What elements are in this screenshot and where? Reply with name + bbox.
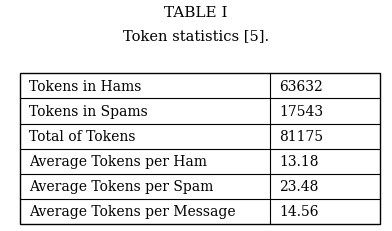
Text: 81175: 81175 xyxy=(279,130,323,143)
Text: Average Tokens per Ham: Average Tokens per Ham xyxy=(29,155,207,168)
Text: 23.48: 23.48 xyxy=(279,179,319,194)
Text: Average Tokens per Spam: Average Tokens per Spam xyxy=(29,179,213,194)
Bar xyxy=(20,74,380,224)
Text: TABLE I: TABLE I xyxy=(164,6,228,20)
Text: 14.56: 14.56 xyxy=(279,205,319,219)
Text: 13.18: 13.18 xyxy=(279,155,319,168)
Text: Average Tokens per Message: Average Tokens per Message xyxy=(29,205,235,219)
Text: 17543: 17543 xyxy=(279,104,323,119)
Text: Token statistics [5].: Token statistics [5]. xyxy=(123,29,269,43)
Text: Total of Tokens: Total of Tokens xyxy=(29,130,135,143)
Text: Tokens in Spams: Tokens in Spams xyxy=(29,104,147,119)
Text: Tokens in Hams: Tokens in Hams xyxy=(29,79,141,93)
Text: 63632: 63632 xyxy=(279,79,323,93)
